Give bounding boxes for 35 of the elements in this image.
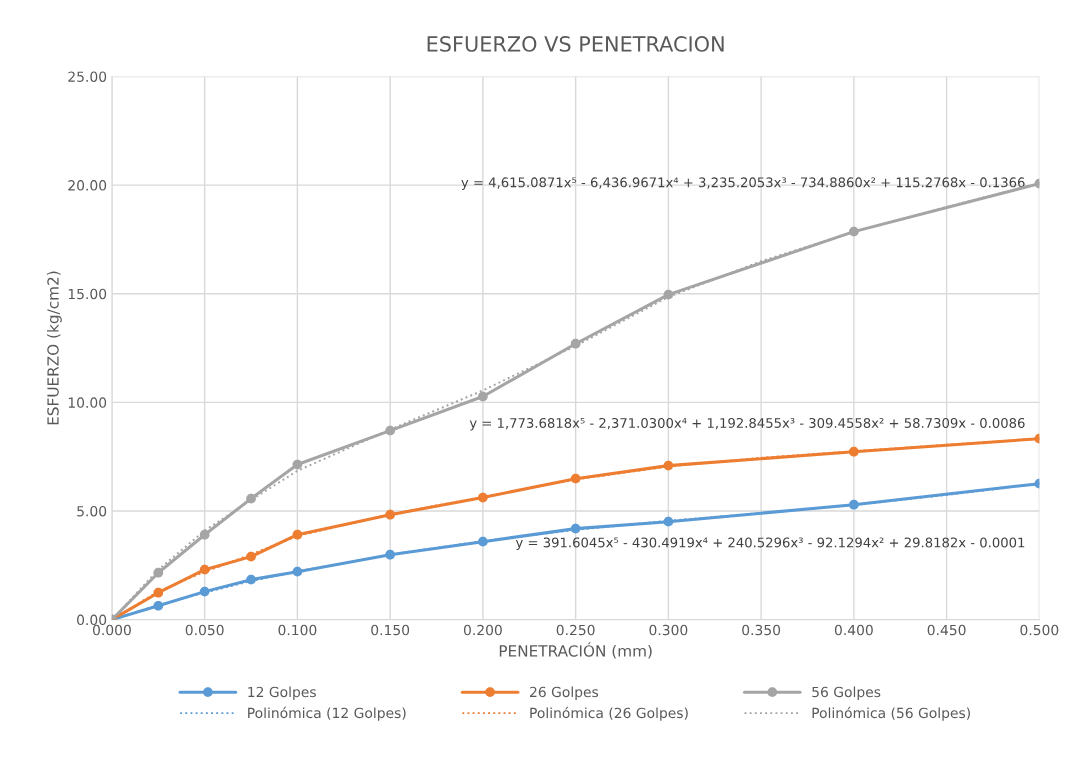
chart-title: ESFUERZO VS PENETRACION (427, 36, 724, 52)
legend-label: 56 Golpes (812, 686, 881, 700)
y-tick-label: 20.00 (68, 180, 107, 191)
annotation: y = 1,773.6818x⁵ - 2,371.0300x⁴ + 1,192.8455x³ - 309.4558x² + 58.7309x - 0.0086 (469, 417, 1025, 431)
y-tick-label: 10.00 (68, 397, 107, 408)
annotation: y = 391.6045x⁵ - 430.4919x⁴ + 240.5296x³ - 92.1294x² + 29.8182x - 0.0001 (515, 537, 1025, 550)
x-tick-label: 0.400 (834, 624, 873, 636)
x-tick-label: 0.500 (1020, 624, 1059, 636)
legend-label: 12 Golpes (248, 686, 316, 700)
x-tick-label: 0.250 (556, 624, 595, 636)
annotation: y = 4,615.0871x⁵ - 6,436.9671x⁴ + 3,235.2053x³ - 734.8860x² + 115.2768x - 0.1366 (461, 177, 1025, 190)
y-tick-label: 0.00 (77, 614, 107, 626)
y-tick-label: 5.00 (77, 505, 107, 517)
legend-label: 26 Golpes (530, 686, 599, 700)
x-tick-label: 0.350 (742, 624, 781, 636)
point (385, 425, 396, 436)
x-tick-label: 0.300 (649, 624, 688, 636)
point (246, 574, 256, 585)
x-tick-label: 0.100 (278, 624, 317, 636)
x-tick-label: 0.450 (927, 624, 966, 636)
x-tick-label: 0.000 (92, 624, 131, 636)
x-axis-title: PENETRACIÓN (mm) (499, 642, 652, 659)
y-tick-label: 25.00 (68, 71, 107, 82)
y-tick-label: 15.00 (68, 288, 107, 300)
point (478, 536, 488, 547)
x-tick-label: 0.150 (371, 624, 410, 636)
x-tick-label: 0.050 (185, 624, 224, 636)
legend-label: Polinómica (56 Golpes) (812, 706, 970, 721)
point (478, 492, 488, 503)
y-axis-title: ESFUERZO (kg/cm2) (46, 271, 62, 425)
x-tick-label: 0.200 (463, 624, 502, 636)
point (292, 459, 303, 470)
legend-label: Polinómica (12 Golpes) (248, 706, 406, 721)
point (478, 391, 488, 402)
legend-label: Polinómica (26 Golpes) (530, 706, 688, 721)
